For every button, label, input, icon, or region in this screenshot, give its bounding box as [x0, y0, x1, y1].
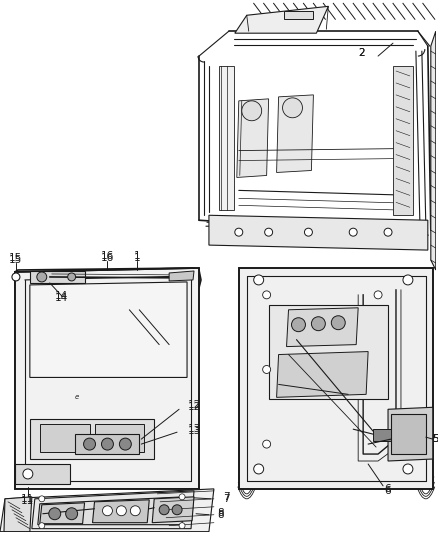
Text: 13: 13 [187, 424, 201, 434]
Text: 8: 8 [218, 508, 224, 518]
Polygon shape [388, 407, 433, 461]
Circle shape [12, 273, 20, 281]
Polygon shape [209, 215, 428, 250]
Text: 11: 11 [21, 494, 35, 504]
Polygon shape [431, 31, 436, 270]
Polygon shape [40, 503, 85, 524]
Text: 2: 2 [358, 48, 364, 58]
Circle shape [179, 494, 185, 500]
Bar [391, 414, 426, 454]
Bar [95, 424, 144, 452]
Text: 14: 14 [55, 293, 68, 303]
Circle shape [159, 505, 169, 515]
Circle shape [37, 272, 47, 282]
Circle shape [331, 316, 345, 330]
Text: 15: 15 [9, 253, 22, 263]
Circle shape [131, 506, 140, 516]
Text: 2: 2 [358, 48, 364, 58]
Text: 8: 8 [218, 510, 224, 520]
Polygon shape [276, 95, 314, 173]
Circle shape [39, 496, 45, 502]
Text: 7: 7 [223, 494, 230, 504]
Polygon shape [15, 268, 199, 489]
Text: 15: 15 [9, 255, 22, 265]
Polygon shape [276, 352, 368, 397]
Text: 7: 7 [223, 492, 230, 502]
Polygon shape [38, 497, 184, 524]
Circle shape [283, 98, 303, 118]
Text: 12: 12 [187, 400, 201, 410]
Polygon shape [169, 271, 194, 281]
Polygon shape [393, 66, 413, 215]
Polygon shape [152, 497, 194, 523]
Polygon shape [15, 268, 201, 292]
Polygon shape [92, 500, 149, 523]
Bar [283, 11, 314, 19]
Text: 6: 6 [385, 486, 391, 496]
Circle shape [172, 505, 182, 515]
Polygon shape [235, 6, 328, 33]
Polygon shape [286, 308, 358, 346]
Polygon shape [15, 464, 70, 484]
Text: 13: 13 [187, 426, 201, 436]
Text: 12: 12 [187, 402, 201, 413]
Circle shape [403, 275, 413, 285]
Circle shape [374, 291, 382, 299]
Circle shape [179, 523, 185, 529]
Polygon shape [30, 271, 85, 283]
Circle shape [102, 438, 113, 450]
Text: 6: 6 [385, 484, 391, 494]
Circle shape [39, 523, 45, 529]
Circle shape [66, 508, 78, 520]
Text: e: e [74, 394, 79, 400]
Text: 5: 5 [432, 434, 438, 444]
Circle shape [235, 228, 243, 236]
Circle shape [304, 228, 312, 236]
Bar [373, 429, 391, 441]
Text: 1: 1 [134, 251, 141, 261]
Text: 1: 1 [134, 253, 141, 263]
Polygon shape [219, 66, 234, 211]
Polygon shape [268, 305, 388, 399]
Circle shape [263, 440, 271, 448]
Polygon shape [239, 268, 433, 489]
Circle shape [254, 464, 264, 474]
Polygon shape [32, 491, 194, 529]
Polygon shape [0, 489, 214, 531]
Polygon shape [74, 434, 139, 454]
Circle shape [102, 506, 113, 516]
Circle shape [311, 317, 325, 330]
Circle shape [263, 366, 271, 374]
Text: 16: 16 [101, 251, 114, 261]
Polygon shape [237, 99, 268, 177]
Polygon shape [4, 497, 32, 531]
Text: 16: 16 [101, 253, 114, 263]
Circle shape [67, 273, 76, 281]
Circle shape [120, 438, 131, 450]
Bar [40, 424, 89, 452]
Circle shape [254, 275, 264, 285]
Text: 11: 11 [21, 496, 35, 506]
Circle shape [242, 101, 261, 121]
Text: 14: 14 [55, 291, 68, 301]
Polygon shape [30, 282, 187, 377]
Circle shape [384, 228, 392, 236]
Circle shape [263, 291, 271, 299]
Circle shape [292, 318, 305, 332]
Circle shape [403, 464, 413, 474]
Circle shape [349, 228, 357, 236]
Circle shape [84, 438, 95, 450]
Polygon shape [30, 419, 154, 459]
Text: 5: 5 [432, 434, 438, 444]
Circle shape [23, 469, 33, 479]
Circle shape [49, 508, 61, 520]
Circle shape [265, 228, 272, 236]
Circle shape [117, 506, 126, 516]
